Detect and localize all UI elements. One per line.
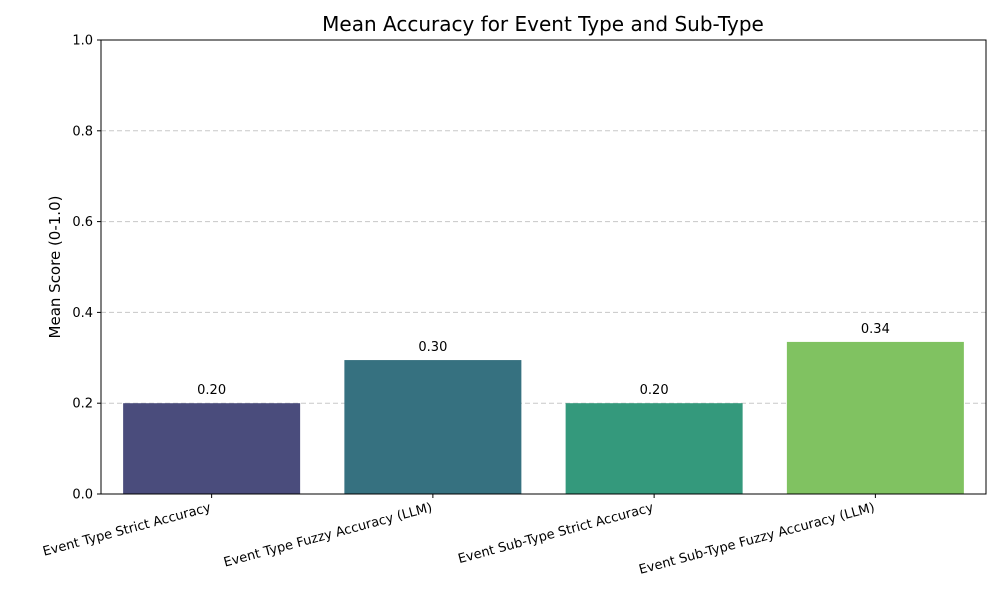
bar [344, 360, 522, 494]
y-tick-label: 0.4 [72, 306, 93, 321]
bar-value-label: 0.30 [418, 340, 447, 355]
bar [565, 403, 743, 494]
bar-value-label: 0.34 [861, 322, 890, 337]
plot-frame [100, 39, 987, 495]
x-tick-label: Event Type Fuzzy Accuracy (LLM) [222, 500, 434, 570]
chart-title: Mean Accuracy for Event Type and Sub-Typ… [322, 12, 764, 36]
bar [786, 341, 964, 494]
y-tick-label: 0.2 [72, 397, 93, 412]
bars [123, 341, 964, 494]
data-labels: 0.20 0.30 0.20 0.34 [197, 322, 890, 398]
x-tick-label: Event Sub-Type Strict Accuracy [457, 500, 656, 567]
y-tick-label: 0.6 [72, 215, 93, 230]
y-tick-label: 0.8 [72, 124, 93, 139]
x-tick-label: Event Sub-Type Fuzzy Accuracy (LLM) [637, 500, 876, 577]
y-axis-label: Mean Score (0-1.0) [46, 196, 64, 339]
bar-value-label: 0.20 [640, 383, 669, 398]
y-tick-label: 0.0 [72, 488, 93, 503]
y-tick-label: 1.0 [72, 34, 93, 49]
bar [123, 403, 301, 494]
x-tick-label: Event Type Strict Accuracy [41, 500, 213, 559]
y-axis: 0.0 0.2 0.4 0.6 0.8 1.0 [72, 34, 101, 503]
x-axis: Event Type Strict Accuracy Event Type Fuz… [41, 494, 876, 578]
bar-value-label: 0.20 [197, 383, 226, 398]
